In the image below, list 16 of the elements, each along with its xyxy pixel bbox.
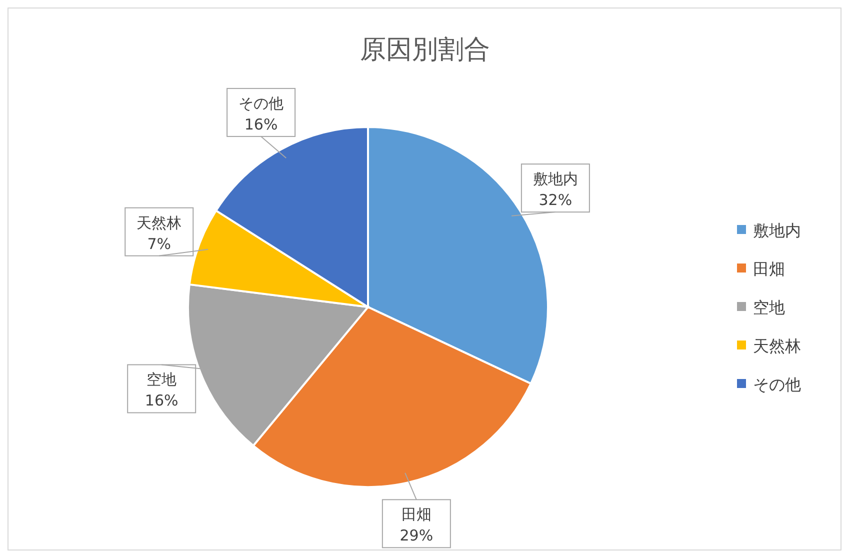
slice-label: 天然林: [136, 214, 182, 232]
data-label: 16%: [244, 115, 278, 134]
legend-label: 敷地内: [753, 221, 801, 240]
chart-title: 原因別割合: [360, 35, 490, 65]
slice-label: 敷地内: [532, 170, 578, 188]
data-label: 7%: [147, 234, 172, 253]
data-label: 32%: [538, 191, 572, 210]
slice-label: 空地: [146, 370, 177, 389]
legend-label: 天然林: [753, 336, 801, 356]
legend-label: 空地: [753, 298, 785, 317]
slice-label: 田畑: [401, 506, 432, 524]
data-label: 16%: [144, 392, 178, 410]
data-label: 29%: [400, 526, 434, 545]
slice-label: その他: [238, 94, 284, 112]
legend-label: その他: [753, 375, 801, 394]
legend-label: 田畑: [753, 260, 785, 278]
